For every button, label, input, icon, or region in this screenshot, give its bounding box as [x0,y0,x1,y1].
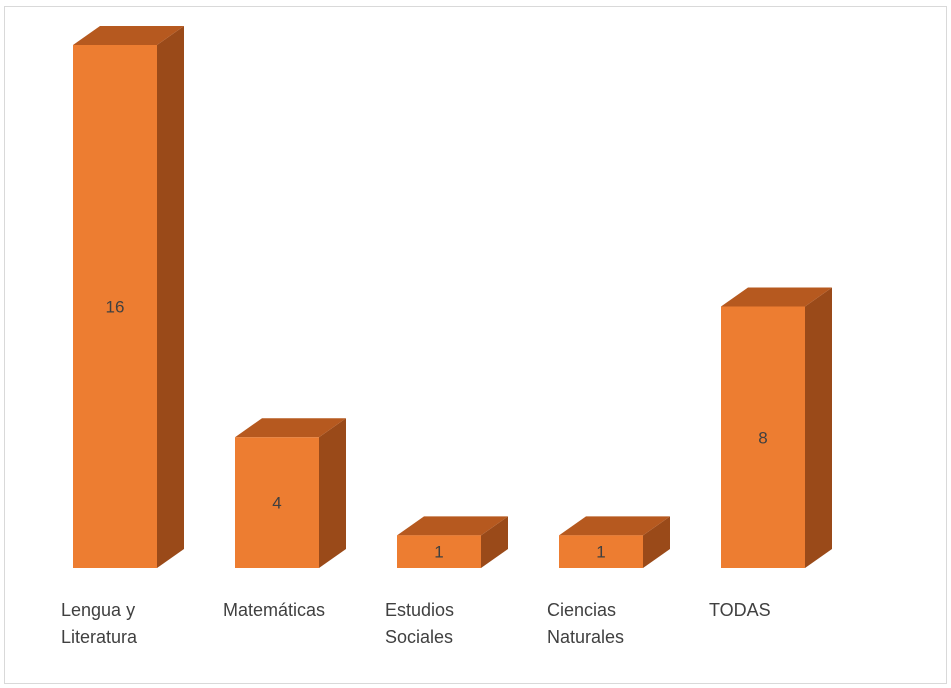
category-label-2-0: Estudios [385,600,454,620]
data-label-0: 16 [106,298,125,317]
bar-side-2 [481,516,508,568]
bar-side-4 [805,287,832,568]
category-label-0-0: Lengua y [61,600,135,620]
bar-top-0 [73,26,184,45]
bar-top-2 [397,516,508,536]
data-label-1: 4 [272,494,281,513]
category-label-3-0: Ciencias [547,600,616,620]
bar-top-1 [235,418,346,438]
bar-4 [721,306,805,568]
bar-top-3 [559,516,670,536]
data-label-4: 8 [758,428,767,447]
bar-1 [235,437,319,568]
bar-side-1 [319,418,346,568]
data-label-3: 1 [596,543,605,562]
bar-3 [559,535,643,568]
category-label-1-0: Matemáticas [223,600,325,620]
bar-0 [73,45,157,568]
bar-side-0 [157,26,184,568]
bar-top-4 [721,287,832,307]
category-label-3-1: Naturales [547,627,624,647]
bar-side-3 [643,516,670,568]
bar-2 [397,535,481,568]
category-label-0-1: Literatura [61,627,138,647]
category-label-2-1: Sociales [385,627,453,647]
data-label-2: 1 [434,543,443,562]
category-label-4-0: TODAS [709,600,771,620]
